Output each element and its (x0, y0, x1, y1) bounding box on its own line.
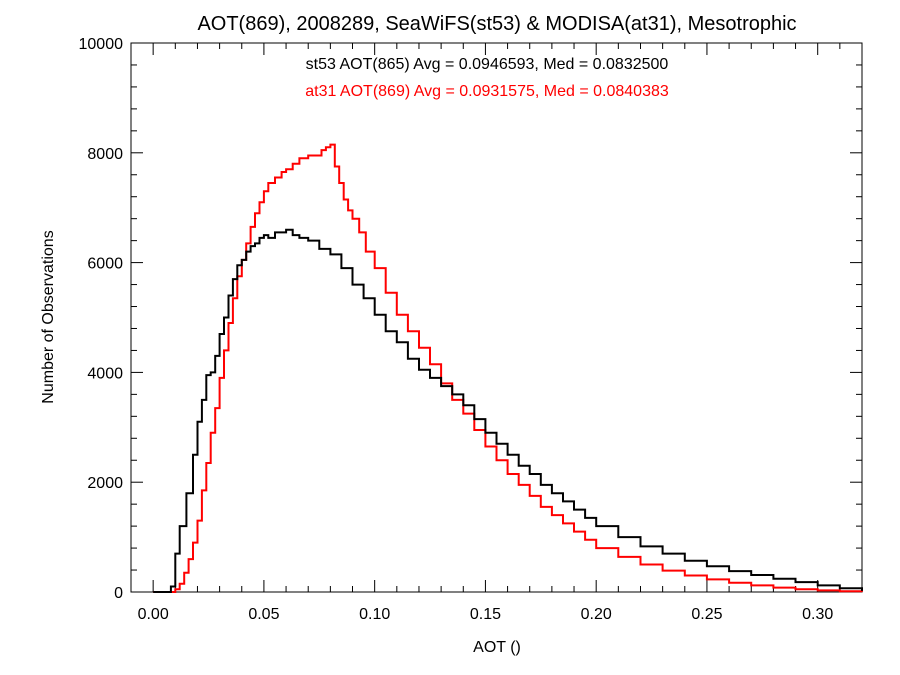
y-tick-label: 10000 (79, 36, 124, 53)
x-axis-tick-labels: 0.00 0.05 0.10 0.15 0.20 0.25 0.30 (138, 606, 834, 623)
y-tick-label: 4000 (87, 365, 123, 382)
y-tick-label: 2000 (87, 475, 123, 492)
plot-frame (130, 42, 863, 593)
y-tick-label: 8000 (87, 146, 123, 163)
series-st53-line (153, 228, 863, 593)
x-axis-label: AOT () (473, 639, 521, 656)
annotation-at31-stats: at31 AOT(869) Avg = 0.0931575, Med = 0.0… (305, 83, 669, 100)
x-tick-label: 0.10 (359, 606, 390, 623)
y-axis-label: Number of Observations (40, 230, 57, 403)
x-tick-label: 0.05 (248, 606, 279, 623)
y-axis-tick-labels: 0 2000 4000 6000 8000 10000 (79, 36, 124, 602)
x-tick-label: 0.25 (691, 606, 722, 623)
x-tick-label: 0.30 (802, 606, 833, 623)
y-axis-ticks (131, 42, 862, 593)
annotation-st53-stats: st53 AOT(865) Avg = 0.0946593, Med = 0.0… (306, 56, 669, 73)
x-tick-label: 0.15 (470, 606, 501, 623)
plot-area (130, 42, 863, 593)
x-tick-label: 0.00 (138, 606, 169, 623)
series-at31-line (153, 143, 863, 593)
y-tick-label: 6000 (87, 256, 123, 273)
x-axis-ticks (130, 43, 863, 592)
series-layer (153, 143, 863, 593)
chart-title: AOT(869), 2008289, SeaWiFS(st53) & MODIS… (197, 13, 796, 35)
y-tick-label: 0 (114, 585, 123, 602)
x-tick-label: 0.20 (581, 606, 612, 623)
